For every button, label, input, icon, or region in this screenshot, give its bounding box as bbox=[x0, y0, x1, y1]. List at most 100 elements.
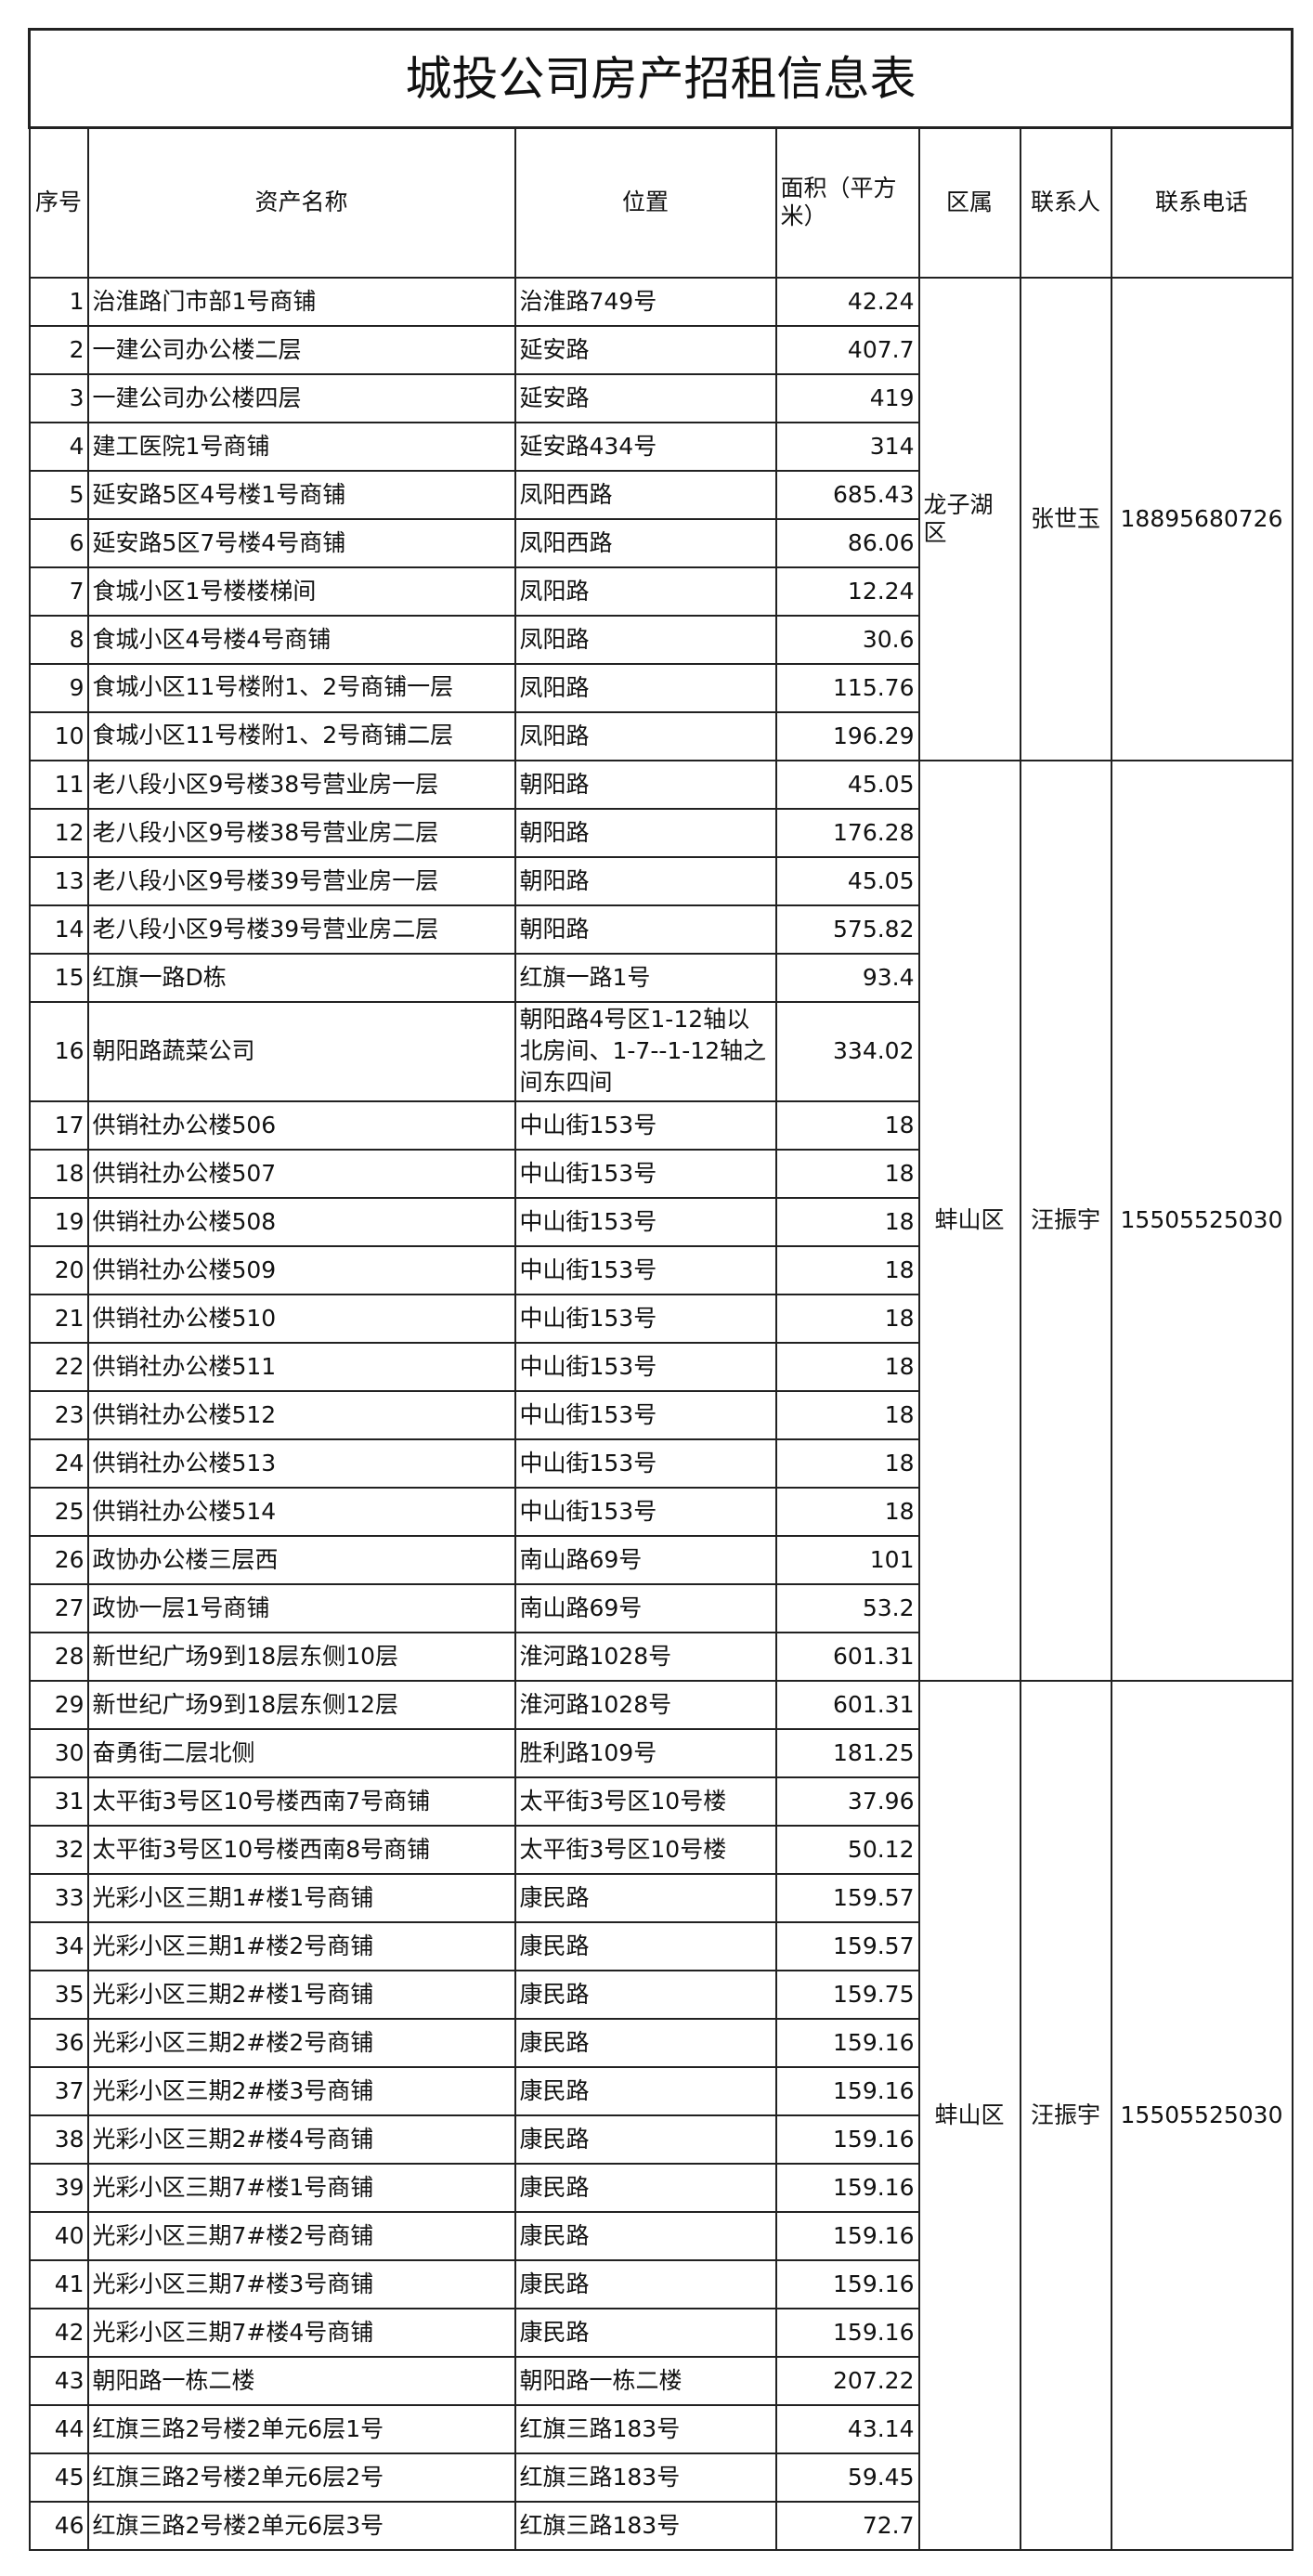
row-number: 24 bbox=[28, 1438, 89, 1489]
table-row: 18 供销社办公楼507 中山街153号 18 bbox=[28, 1148, 1293, 1199]
area: 115.76 bbox=[774, 662, 920, 713]
location: 康民路 bbox=[514, 1872, 777, 1923]
area: 12.24 bbox=[774, 566, 920, 617]
row-number: 18 bbox=[28, 1148, 89, 1199]
row-number: 41 bbox=[28, 2258, 89, 2309]
asset-name: 朝阳路蔬菜公司 bbox=[86, 1000, 516, 1102]
row-number: 36 bbox=[28, 2017, 89, 2068]
location: 延安路 bbox=[514, 324, 777, 375]
table-row: 29 新世纪广场9到18层东侧12层 淮河路1028号 601.31 蚌山区 汪振宇 155… bbox=[28, 1679, 1294, 2551]
table-title: 城投公司房产招租信息表 bbox=[27, 28, 1294, 129]
row-number: 42 bbox=[28, 2307, 89, 2358]
asset-name: 老八段小区9号楼38号营业房二层 bbox=[86, 807, 516, 858]
area: 53.2 bbox=[774, 1582, 920, 1633]
row-number: 38 bbox=[28, 2114, 89, 2165]
row-number: 44 bbox=[28, 2403, 89, 2454]
location: 康民路 bbox=[514, 2017, 777, 2068]
area: 601.31 bbox=[774, 1679, 920, 1730]
area: 159.16 bbox=[774, 2307, 920, 2358]
table-row: 9 食城小区11号楼附1、2号商铺一层 凤阳路 115.76 bbox=[28, 662, 1293, 713]
location: 中山街153号 bbox=[514, 1341, 777, 1392]
asset-name: 红旗三路2号楼2单元6层3号 bbox=[86, 2500, 516, 2551]
table-row: 15 红旗一路D栋 红旗一路1号 93.4 bbox=[28, 952, 1293, 1003]
area: 45.05 bbox=[774, 855, 920, 906]
row-number: 17 bbox=[28, 1099, 89, 1151]
area: 181.25 bbox=[774, 1727, 920, 1778]
table-row: 10 食城小区11号楼附1、2号商铺二层 凤阳路 196.29 bbox=[28, 710, 1293, 761]
row-number: 27 bbox=[28, 1582, 89, 1633]
header-contact: 联系人 bbox=[1019, 126, 1112, 279]
asset-name: 供销社办公楼507 bbox=[86, 1148, 516, 1199]
location: 凤阳西路 bbox=[514, 469, 777, 520]
area: 601.31 bbox=[774, 1631, 920, 1682]
table-row: 36 光彩小区三期2#楼2号商铺 康民路 159.16 bbox=[28, 2017, 1293, 2068]
table-row: 38 光彩小区三期2#楼4号商铺 康民路 159.16 bbox=[28, 2114, 1293, 2165]
district: 蚌山区 bbox=[917, 759, 1021, 1682]
location: 朝阳路4号区1-12轴以北房间、1-7--1-12轴之间东四间 bbox=[514, 1000, 777, 1102]
area: 18 bbox=[774, 1148, 920, 1199]
location: 南山路69号 bbox=[514, 1582, 777, 1633]
table-row: 25 供销社办公楼514 中山街153号 18 bbox=[28, 1486, 1293, 1537]
row-number: 7 bbox=[28, 566, 89, 617]
table-row: 4 建工医院1号商铺 延安路434号 314 bbox=[28, 421, 1293, 472]
row-number: 23 bbox=[28, 1389, 89, 1440]
asset-name: 光彩小区三期2#楼3号商铺 bbox=[86, 2065, 516, 2116]
asset-name: 老八段小区9号楼39号营业房二层 bbox=[86, 904, 516, 955]
area: 159.16 bbox=[774, 2017, 920, 2068]
location: 康民路 bbox=[514, 2114, 777, 2165]
location: 延安路434号 bbox=[514, 421, 777, 472]
row-number: 30 bbox=[28, 1727, 89, 1778]
contact-phone: 15505525030 bbox=[1110, 759, 1294, 1682]
asset-name: 一建公司办公楼二层 bbox=[86, 324, 516, 375]
table-row: 8 食城小区4号楼4号商铺 凤阳路 30.6 bbox=[28, 614, 1293, 665]
table-row: 13 老八段小区9号楼39号营业房一层 朝阳路 45.05 bbox=[28, 855, 1293, 906]
location: 朝阳路 bbox=[514, 807, 777, 858]
table-row: 1 治淮路门市部1号商铺 治淮路749号 42.24 龙子湖区 张世玉 1889568072… bbox=[28, 276, 1294, 761]
row-number: 8 bbox=[28, 614, 89, 665]
asset-name: 老八段小区9号楼38号营业房一层 bbox=[86, 759, 516, 810]
location: 朝阳路 bbox=[514, 759, 777, 810]
row-number: 14 bbox=[28, 904, 89, 955]
asset-name-cell: 食城小区11号楼附1、2号商铺一层 bbox=[86, 662, 516, 713]
row-number: 35 bbox=[28, 1969, 89, 2020]
asset-name: 食城小区11号楼附1、2号商铺一层 bbox=[92, 672, 454, 700]
asset-name: 供销社办公楼509 bbox=[86, 1244, 516, 1295]
row-number: 1 bbox=[28, 276, 89, 327]
asset-name: 新世纪广场9到18层东侧12层 bbox=[86, 1679, 516, 1730]
table-row: 42 光彩小区三期7#楼4号商铺 康民路 159.16 bbox=[28, 2307, 1293, 2358]
location: 朝阳路一栋二楼 bbox=[514, 2355, 777, 2406]
table-row: 41 光彩小区三期7#楼3号商铺 康民路 159.16 bbox=[28, 2258, 1293, 2309]
location: 凤阳路 bbox=[514, 614, 777, 665]
row-number: 40 bbox=[28, 2210, 89, 2261]
contact-phone: 18895680726 bbox=[1110, 276, 1294, 761]
location: 康民路 bbox=[514, 2210, 777, 2261]
location: 淮河路1028号 bbox=[514, 1631, 777, 1682]
area: 30.6 bbox=[774, 614, 920, 665]
contact-person: 汪振宇 bbox=[1019, 759, 1112, 1682]
row-number: 45 bbox=[28, 2452, 89, 2503]
area: 18 bbox=[774, 1196, 920, 1247]
asset-name: 供销社办公楼514 bbox=[86, 1486, 516, 1537]
location: 中山街153号 bbox=[514, 1389, 777, 1440]
asset-name: 一建公司办公楼四层 bbox=[86, 372, 516, 423]
location: 中山街153号 bbox=[514, 1486, 777, 1537]
rental-info-table: 城投公司房产招租信息表 序号 资产名称 位置 面积（平方米） 区属 联系人 联系… bbox=[27, 28, 1294, 2551]
row-number: 6 bbox=[28, 517, 89, 568]
area: 50.12 bbox=[774, 1824, 920, 1875]
area: 18 bbox=[774, 1244, 920, 1295]
row-number: 13 bbox=[28, 855, 89, 906]
location: 凤阳路 bbox=[514, 710, 777, 761]
asset-name: 供销社办公楼511 bbox=[86, 1341, 516, 1392]
area: 159.16 bbox=[774, 2065, 920, 2116]
asset-name: 光彩小区三期2#楼1号商铺 bbox=[86, 1969, 516, 2020]
row-number: 32 bbox=[28, 1824, 89, 1875]
row-number: 15 bbox=[28, 952, 89, 1003]
row-number: 19 bbox=[28, 1196, 89, 1247]
row-number: 29 bbox=[28, 1679, 89, 1730]
table-row: 19 供销社办公楼508 中山街153号 18 bbox=[28, 1196, 1293, 1247]
asset-name: 光彩小区三期7#楼4号商铺 bbox=[86, 2307, 516, 2358]
table-row: 2 一建公司办公楼二层 延安路 407.7 bbox=[28, 324, 1293, 375]
asset-name: 供销社办公楼510 bbox=[86, 1293, 516, 1344]
location: 康民路 bbox=[514, 2307, 777, 2358]
asset-name: 太平街3号区10号楼西南7号商铺 bbox=[86, 1776, 516, 1827]
